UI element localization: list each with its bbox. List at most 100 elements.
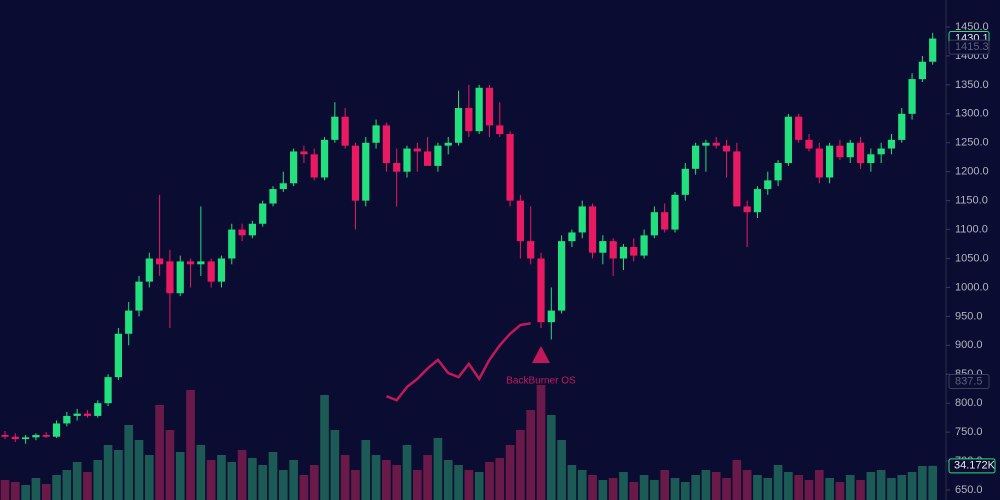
candle-body	[32, 435, 40, 438]
y-tick-label: 1050.0	[955, 252, 989, 264]
volume-bar	[763, 478, 773, 500]
y-tick-label: 950.0	[955, 310, 983, 322]
candle-body	[207, 261, 215, 282]
volume-bar	[680, 482, 690, 500]
candle-body	[125, 310, 133, 334]
candle-body	[795, 116, 803, 140]
volume-bar	[660, 470, 670, 500]
candle-body	[568, 232, 576, 242]
candle-body	[104, 377, 112, 404]
price-label-box	[948, 39, 990, 55]
candle-body	[609, 241, 617, 259]
volume-bar	[588, 475, 597, 500]
volume-bar	[72, 462, 82, 500]
candle-body	[217, 258, 226, 282]
candle-body	[764, 180, 772, 190]
volume-bar	[598, 480, 608, 500]
candle-body	[640, 235, 648, 256]
candle-body	[619, 246, 628, 259]
volume-bar	[258, 465, 268, 500]
volume-bar	[670, 478, 680, 500]
candle-body	[681, 168, 689, 195]
candle-body	[454, 108, 463, 143]
volume-bar	[711, 472, 721, 500]
candle-body	[42, 435, 50, 437]
candle-body	[114, 333, 122, 378]
candle-body	[743, 206, 751, 213]
candle-body	[908, 79, 916, 114]
volume-bar	[650, 480, 659, 500]
volume-bar	[402, 445, 412, 500]
candle-body	[753, 189, 762, 213]
candle-body	[269, 189, 277, 204]
candle-body	[599, 241, 607, 253]
volume-bar	[103, 445, 113, 500]
volume-bar	[320, 395, 329, 500]
y-tick-label: 1100.0	[955, 223, 988, 235]
volume-bar	[248, 458, 257, 500]
candle-body	[11, 436, 19, 440]
candle-body	[145, 258, 153, 282]
volume-bar	[114, 450, 123, 500]
volume-bar	[299, 475, 309, 500]
candle-body	[372, 125, 380, 143]
volume-bar	[546, 415, 556, 500]
indicator-line	[385, 322, 531, 402]
candle-body	[712, 142, 720, 146]
candle-body	[496, 125, 504, 135]
volume-bar	[516, 430, 525, 500]
candle-body	[135, 281, 143, 311]
candle-body	[393, 163, 401, 172]
candle-body	[671, 194, 679, 230]
candle-body	[650, 212, 658, 236]
candle-body	[83, 413, 92, 416]
volume-bar	[0, 480, 10, 500]
volume-bar	[639, 475, 649, 500]
candle-body	[588, 206, 597, 253]
volume-bar	[268, 452, 278, 500]
volume-bar	[825, 478, 834, 500]
volume-bar	[753, 475, 762, 500]
candle-body	[485, 87, 494, 126]
indicator-label: BackBurner OS	[506, 376, 576, 387]
volume-bar	[155, 405, 164, 500]
candle-body	[887, 139, 896, 149]
volume-bar	[175, 452, 185, 500]
volume-bar	[856, 480, 865, 500]
volume-bar	[196, 445, 206, 500]
candle-body	[403, 148, 411, 172]
volume-bar	[340, 455, 350, 500]
candle-body	[877, 148, 885, 155]
candle-body	[836, 145, 844, 158]
candle-body	[1, 435, 9, 437]
volume-bar	[474, 472, 484, 500]
volume-bars	[0, 385, 938, 500]
volume-bar	[918, 466, 927, 500]
volume-bar	[577, 470, 587, 500]
volume-bar	[371, 455, 381, 500]
candle-body	[259, 203, 267, 224]
volume-bar	[124, 425, 134, 500]
candle-body	[413, 148, 421, 152]
volume-bar	[701, 470, 711, 500]
volume-bar	[794, 475, 804, 500]
volume-bar	[165, 430, 175, 500]
volume-bar	[495, 458, 505, 500]
candle-body	[516, 200, 524, 242]
candle-body	[52, 423, 61, 437]
candle-body	[444, 142, 452, 146]
volume-bar	[608, 478, 618, 500]
price-label: 837.5	[955, 375, 983, 387]
volume-bar	[41, 484, 51, 500]
candle-body	[290, 151, 298, 184]
price-label: 1415.3	[955, 41, 989, 53]
candle-body	[702, 142, 710, 146]
volume-bar	[433, 438, 443, 500]
candle-body	[918, 61, 926, 80]
volume-bar	[722, 478, 731, 500]
volume-bar	[557, 440, 566, 500]
candle-body	[856, 142, 865, 164]
candle-body	[94, 403, 102, 416]
